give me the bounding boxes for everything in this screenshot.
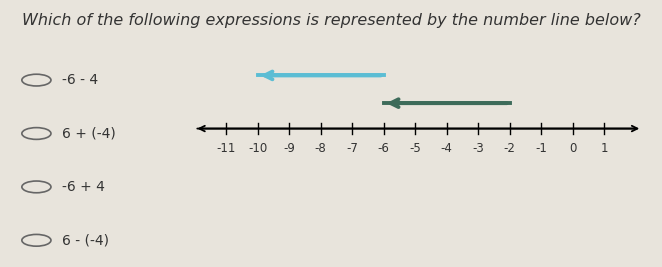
Text: -2: -2 xyxy=(504,142,516,155)
Text: -7: -7 xyxy=(346,142,358,155)
Text: -9: -9 xyxy=(283,142,295,155)
Text: -10: -10 xyxy=(248,142,267,155)
Text: 6 + (-4): 6 + (-4) xyxy=(62,127,115,140)
Text: 6 - (-4): 6 - (-4) xyxy=(62,233,109,247)
Text: -6: -6 xyxy=(378,142,389,155)
Text: -11: -11 xyxy=(216,142,236,155)
Text: -4: -4 xyxy=(441,142,453,155)
Text: -3: -3 xyxy=(473,142,484,155)
Text: -8: -8 xyxy=(314,142,326,155)
Text: Which of the following expressions is represented by the number line below?: Which of the following expressions is re… xyxy=(22,13,640,28)
Text: 0: 0 xyxy=(569,142,577,155)
Text: -6 - 4: -6 - 4 xyxy=(62,73,98,87)
Text: 1: 1 xyxy=(600,142,608,155)
Text: -1: -1 xyxy=(536,142,547,155)
Text: -5: -5 xyxy=(409,142,421,155)
Text: -6 + 4: -6 + 4 xyxy=(62,180,105,194)
